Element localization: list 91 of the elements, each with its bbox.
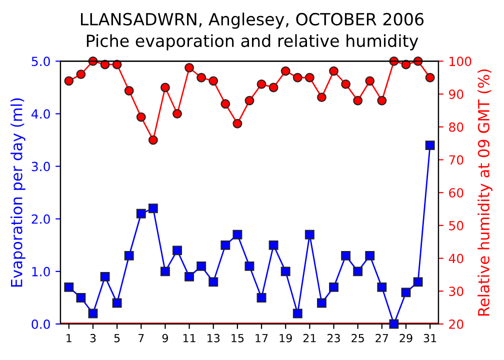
point [244, 96, 254, 106]
point [389, 319, 399, 329]
point [148, 135, 158, 145]
point [292, 72, 302, 82]
point [196, 72, 206, 82]
point [208, 277, 218, 287]
point [413, 277, 423, 287]
x-tick-label: 31 [424, 334, 436, 342]
y2-tick-label: 70 [449, 155, 464, 165]
chart-subtitle: Piche evaporation and relative humidity [86, 34, 418, 50]
point [316, 92, 326, 102]
point [172, 109, 182, 118]
y2-tick-label: 100 [450, 56, 472, 66]
point [160, 266, 170, 276]
x-tick-label: 21 [303, 334, 316, 342]
point [64, 282, 74, 292]
point [232, 118, 242, 128]
point [256, 293, 266, 302]
point [292, 308, 302, 318]
point [124, 86, 134, 96]
point [160, 82, 170, 92]
point [304, 72, 314, 82]
point [136, 208, 146, 218]
point [268, 82, 278, 92]
x-tick-label: 7 [138, 334, 144, 342]
y2-tick-label: 80 [449, 122, 464, 132]
x-tick-label: 3 [90, 334, 96, 342]
y2-tick-label: 20 [449, 319, 464, 329]
point [220, 99, 230, 109]
point [341, 79, 351, 89]
point [377, 282, 387, 292]
x-tick-label: 15 [232, 334, 244, 342]
point [425, 72, 435, 82]
x-tick-label: 19 [280, 334, 292, 342]
y-axis-title: Evaporation per day (ml) [10, 98, 26, 287]
x-tick-label: 5 [114, 334, 120, 342]
y-tick-label: 4.0 [31, 109, 50, 119]
point [100, 272, 110, 282]
point [88, 308, 98, 318]
point [425, 140, 435, 150]
point [365, 76, 375, 86]
point [64, 76, 74, 86]
y2-tick-label: 30 [449, 286, 464, 296]
point [377, 96, 387, 106]
point [172, 246, 182, 256]
y-tick-label: 5.0 [32, 56, 50, 66]
point [256, 79, 266, 89]
point [196, 261, 206, 271]
y-tick-label: 0.0 [32, 319, 50, 329]
point [316, 298, 326, 308]
y-tick-label: 1.0 [32, 266, 50, 276]
point [76, 70, 86, 80]
y2-axis-title: Relative humidity at 09 GMT (%) [478, 69, 492, 316]
point [329, 282, 338, 292]
point [280, 66, 290, 76]
point [232, 230, 242, 240]
x-tick-label: 13 [208, 334, 220, 342]
x-tick-label: 23 [327, 334, 340, 342]
point [353, 96, 363, 106]
chart-title: LLANSADWRN, Anglesey, OCTOBER 2006 [81, 12, 424, 29]
point [208, 76, 218, 86]
x-tick-label: 27 [376, 334, 388, 342]
point [124, 250, 134, 260]
point [112, 298, 122, 308]
x-tick-label: 29 [400, 334, 412, 342]
point [184, 63, 194, 72]
point [148, 204, 158, 214]
point [353, 266, 363, 276]
x-tick-label: 9 [162, 334, 168, 342]
y2-tick-label: 40 [448, 254, 464, 264]
point [76, 293, 86, 302]
y2-tick-label: 60 [449, 188, 464, 198]
point [280, 266, 290, 276]
x-tick-label: 1 [66, 334, 72, 342]
point [304, 230, 314, 240]
y-tick-label: 2.0 [32, 214, 50, 224]
x-tick-label: 25 [352, 334, 364, 342]
point [401, 288, 411, 298]
point [365, 250, 375, 260]
point [268, 240, 278, 250]
y2-tick-label: 50 [449, 220, 464, 230]
y-tick-label: 3.0 [32, 162, 50, 172]
point [220, 240, 230, 250]
point [341, 250, 351, 260]
y2-tick-label: 90 [448, 90, 464, 99]
point [244, 261, 254, 271]
x-tick-label: 11 [183, 334, 196, 342]
point [329, 66, 338, 76]
point [136, 112, 146, 122]
point [184, 272, 194, 282]
x-tick-label: 17 [256, 334, 268, 342]
